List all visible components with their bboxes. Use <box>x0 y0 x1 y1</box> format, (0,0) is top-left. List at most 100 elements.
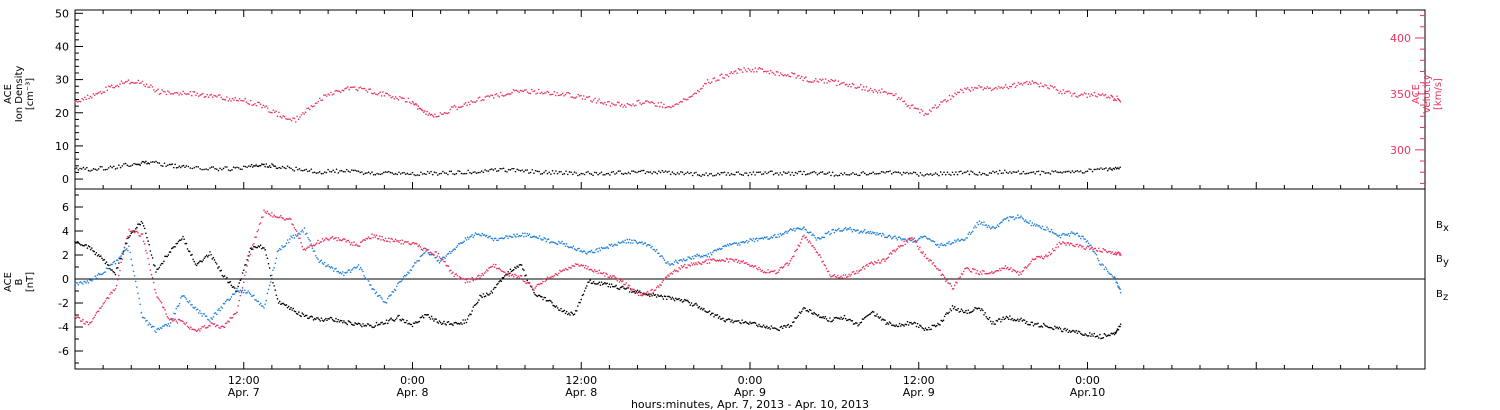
bx-point <box>712 312 714 315</box>
bz-point <box>538 283 541 286</box>
velocity-point <box>290 119 293 122</box>
velocity-point <box>466 104 468 107</box>
density-point <box>349 171 351 173</box>
bz-point <box>668 275 670 277</box>
bz-point <box>93 316 95 319</box>
density-point <box>583 173 586 176</box>
bz-point <box>456 275 459 277</box>
bz-point <box>989 271 992 274</box>
by-point <box>236 287 238 290</box>
bx-point <box>345 322 347 324</box>
bz-point <box>238 299 241 302</box>
velocity-point <box>836 84 838 87</box>
velocity-point <box>730 71 733 73</box>
bz-point <box>809 242 812 244</box>
density-point <box>264 165 266 168</box>
bz-point <box>361 240 363 243</box>
bz-point <box>541 282 543 285</box>
by-point <box>581 251 584 253</box>
bz-point <box>759 268 761 271</box>
density-point <box>109 165 112 168</box>
by-point <box>658 252 660 255</box>
density-point <box>374 173 377 176</box>
by-point <box>992 225 994 228</box>
by-point <box>561 240 563 243</box>
velocity-point <box>214 95 217 97</box>
by-point <box>366 278 369 281</box>
density-point <box>966 170 969 172</box>
bz-point <box>871 262 874 265</box>
velocity-point <box>1118 99 1121 102</box>
bz-point <box>939 269 941 271</box>
bx-point <box>798 311 801 314</box>
bz-point <box>202 325 205 328</box>
density-point <box>585 171 588 174</box>
by-point <box>857 229 859 231</box>
velocity-point <box>314 102 317 105</box>
bx-point <box>232 285 235 288</box>
velocity-point <box>147 86 149 88</box>
bx-point <box>957 307 959 310</box>
density-point <box>1101 168 1104 171</box>
density-point <box>573 171 576 173</box>
by-point <box>1108 272 1110 274</box>
velocity-point <box>1021 84 1024 86</box>
bz-point <box>1065 244 1067 246</box>
bz-point <box>991 270 993 273</box>
bz-point <box>80 320 83 323</box>
bz-point <box>174 318 176 321</box>
by-point <box>572 245 575 248</box>
by-point <box>132 270 135 273</box>
bx-point <box>732 321 734 324</box>
bz-point <box>95 311 98 314</box>
density-point <box>669 173 672 176</box>
bz-point <box>872 263 875 266</box>
by-point <box>1050 228 1053 231</box>
by-point <box>724 244 727 247</box>
bx-point <box>670 298 673 300</box>
by-point <box>128 245 130 248</box>
bz-point <box>223 326 226 329</box>
density-point <box>366 172 368 174</box>
density-point <box>998 169 1001 172</box>
density-point <box>610 171 613 174</box>
density-point <box>737 171 739 173</box>
density-point <box>1032 171 1035 173</box>
bz-point <box>1024 266 1027 268</box>
bx-point <box>709 313 712 316</box>
density-point <box>507 168 510 171</box>
velocity-point <box>822 78 824 81</box>
velocity-point <box>767 70 769 72</box>
density-point <box>848 174 851 176</box>
velocity-point <box>905 103 907 105</box>
bx-point <box>1015 319 1018 322</box>
by-point <box>196 308 199 311</box>
density-point <box>683 173 685 176</box>
bx-point <box>989 320 992 323</box>
velocity-point <box>633 104 636 107</box>
density-point <box>77 169 80 171</box>
by-point <box>680 259 683 261</box>
velocity-point <box>917 108 920 110</box>
bx-point <box>554 306 557 308</box>
bz-point <box>371 233 373 236</box>
density-point <box>627 171 630 174</box>
bz-point <box>1043 255 1046 258</box>
bz-point <box>767 268 769 271</box>
density-point <box>553 172 556 175</box>
density-point <box>631 170 633 172</box>
bz-point <box>520 275 523 277</box>
bz-point <box>424 247 426 250</box>
density-point <box>389 171 392 174</box>
bz-point <box>874 260 876 263</box>
bz-point <box>124 242 127 244</box>
by-point <box>1079 237 1082 240</box>
by-point <box>143 317 146 319</box>
bx-point <box>111 269 113 271</box>
velocity-point <box>251 104 253 106</box>
velocity-point <box>897 96 900 99</box>
density-point <box>614 173 616 175</box>
bz-point <box>671 272 674 275</box>
velocity-point <box>1048 88 1051 90</box>
density-point <box>563 172 566 175</box>
